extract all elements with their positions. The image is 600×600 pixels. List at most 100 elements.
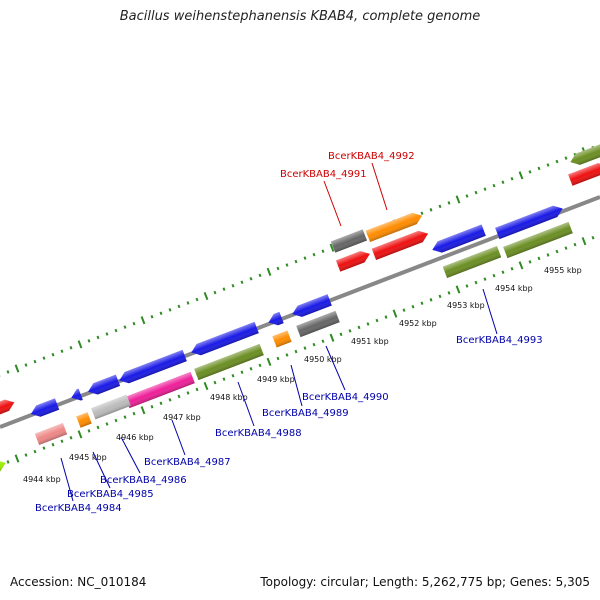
tick-mark — [420, 211, 424, 216]
tick-mark — [276, 266, 280, 271]
tick-mark — [483, 277, 487, 281]
tick-mark — [303, 256, 307, 260]
tick-mark — [321, 339, 325, 343]
tick-mark — [564, 246, 568, 250]
leader-line — [290, 364, 303, 407]
tick-mark — [591, 235, 595, 240]
tick-mark — [258, 273, 262, 278]
accession-text: Accession: NC_010184 — [10, 575, 147, 589]
gene-label: BcerKBAB4_4985 — [67, 489, 154, 500]
tick-mark — [510, 177, 514, 181]
leader-line — [92, 451, 111, 489]
tick-mark — [429, 208, 433, 212]
tick-mark — [474, 280, 478, 285]
tick-mark — [51, 352, 55, 357]
tick-mark — [60, 439, 64, 443]
tick-mark — [159, 311, 163, 316]
tick-mark — [329, 333, 335, 342]
gene-feature-olive — [442, 246, 502, 278]
tick-mark — [132, 411, 136, 416]
tick-mark — [455, 285, 461, 294]
tick-mark — [42, 356, 46, 360]
tick-mark — [465, 194, 469, 198]
gene-label: BcerKBAB4_4990 — [302, 392, 389, 403]
tick-mark — [339, 332, 343, 337]
gene-feature-red — [335, 251, 370, 272]
gene-label: BcerKBAB4_4986 — [100, 475, 187, 486]
tick-mark — [168, 398, 172, 402]
tick-mark — [69, 346, 73, 350]
tick-mark — [186, 391, 190, 395]
tick-mark — [87, 339, 91, 343]
kbp-label: 4948 kbp — [210, 393, 248, 402]
gene-feature-salmon — [34, 423, 68, 445]
gene-feature-pink — [125, 371, 195, 409]
kbp-label: 4949 kbp — [257, 375, 295, 384]
tick-mark — [312, 342, 316, 347]
tick-mark — [266, 267, 272, 276]
gene-labels: BcerKBAB4_4992 BcerKBAB4_4991 BcerKBAB4_49… — [35, 151, 543, 514]
gene-feature-gray — [296, 310, 340, 338]
gene-feature-olive — [503, 221, 573, 259]
tick-mark — [14, 454, 20, 463]
tick-mark — [42, 446, 46, 450]
kbp-label: 4953 kbp — [447, 301, 485, 310]
tick-mark — [14, 364, 20, 373]
tick-mark — [114, 328, 118, 333]
tick-marks — [0, 145, 595, 467]
gene-feature-gray — [330, 229, 368, 253]
gene-label: BcerKBAB4_4989 — [262, 408, 349, 419]
map-title: Bacillus weihenstephanensis KBAB4, compl… — [119, 9, 481, 24]
gene-feature-orange — [76, 412, 92, 428]
kbp-label: 4947 kbp — [163, 413, 201, 422]
tick-mark — [492, 183, 496, 188]
tick-mark — [447, 291, 451, 295]
tick-mark — [159, 401, 163, 406]
tick-mark — [518, 171, 524, 180]
tick-mark — [392, 309, 398, 318]
gene-features — [0, 142, 600, 473]
tick-mark — [581, 237, 587, 246]
gene-feature-blue — [495, 205, 563, 240]
tick-mark — [329, 243, 335, 252]
tick-mark — [285, 353, 289, 357]
tick-mark — [474, 190, 478, 195]
topology-text: Topology: circular; Length: 5,262,775 bp… — [260, 575, 590, 589]
tick-mark — [384, 315, 388, 319]
gene-feature-blue — [119, 349, 187, 384]
tick-mark — [249, 277, 253, 281]
gene-feature-red — [568, 163, 600, 186]
gene-feature-silver — [91, 394, 131, 420]
tick-mark — [555, 159, 559, 164]
gene-label: BcerKBAB4_4988 — [215, 428, 302, 439]
gene-label: BcerKBAB4_4991 — [280, 169, 367, 180]
tick-mark — [150, 314, 154, 319]
tick-mark — [420, 301, 424, 306]
tick-mark — [195, 297, 199, 302]
tick-mark — [24, 453, 28, 457]
tick-mark — [249, 367, 253, 371]
tick-mark — [312, 252, 316, 257]
tick-mark — [411, 304, 415, 309]
tick-mark — [285, 263, 289, 267]
tick-mark — [231, 373, 235, 378]
tick-mark — [222, 377, 226, 381]
leader-line — [237, 381, 255, 427]
tick-mark — [240, 370, 244, 375]
gene-feature-blue — [432, 224, 486, 253]
tick-mark — [366, 322, 370, 326]
leader-line — [323, 180, 342, 227]
tick-mark — [203, 381, 209, 391]
tick-mark — [77, 340, 83, 349]
gene-feature-olive — [570, 142, 600, 165]
tick-mark — [510, 267, 514, 271]
tick-mark — [564, 156, 568, 160]
tick-mark — [222, 287, 226, 291]
leader-line — [120, 436, 141, 474]
tick-mark — [213, 380, 217, 385]
tick-mark — [573, 242, 577, 247]
gene-label: BcerKBAB4_4992 — [328, 151, 415, 162]
gene-feature-blue — [268, 311, 284, 326]
leader-line — [371, 162, 388, 211]
